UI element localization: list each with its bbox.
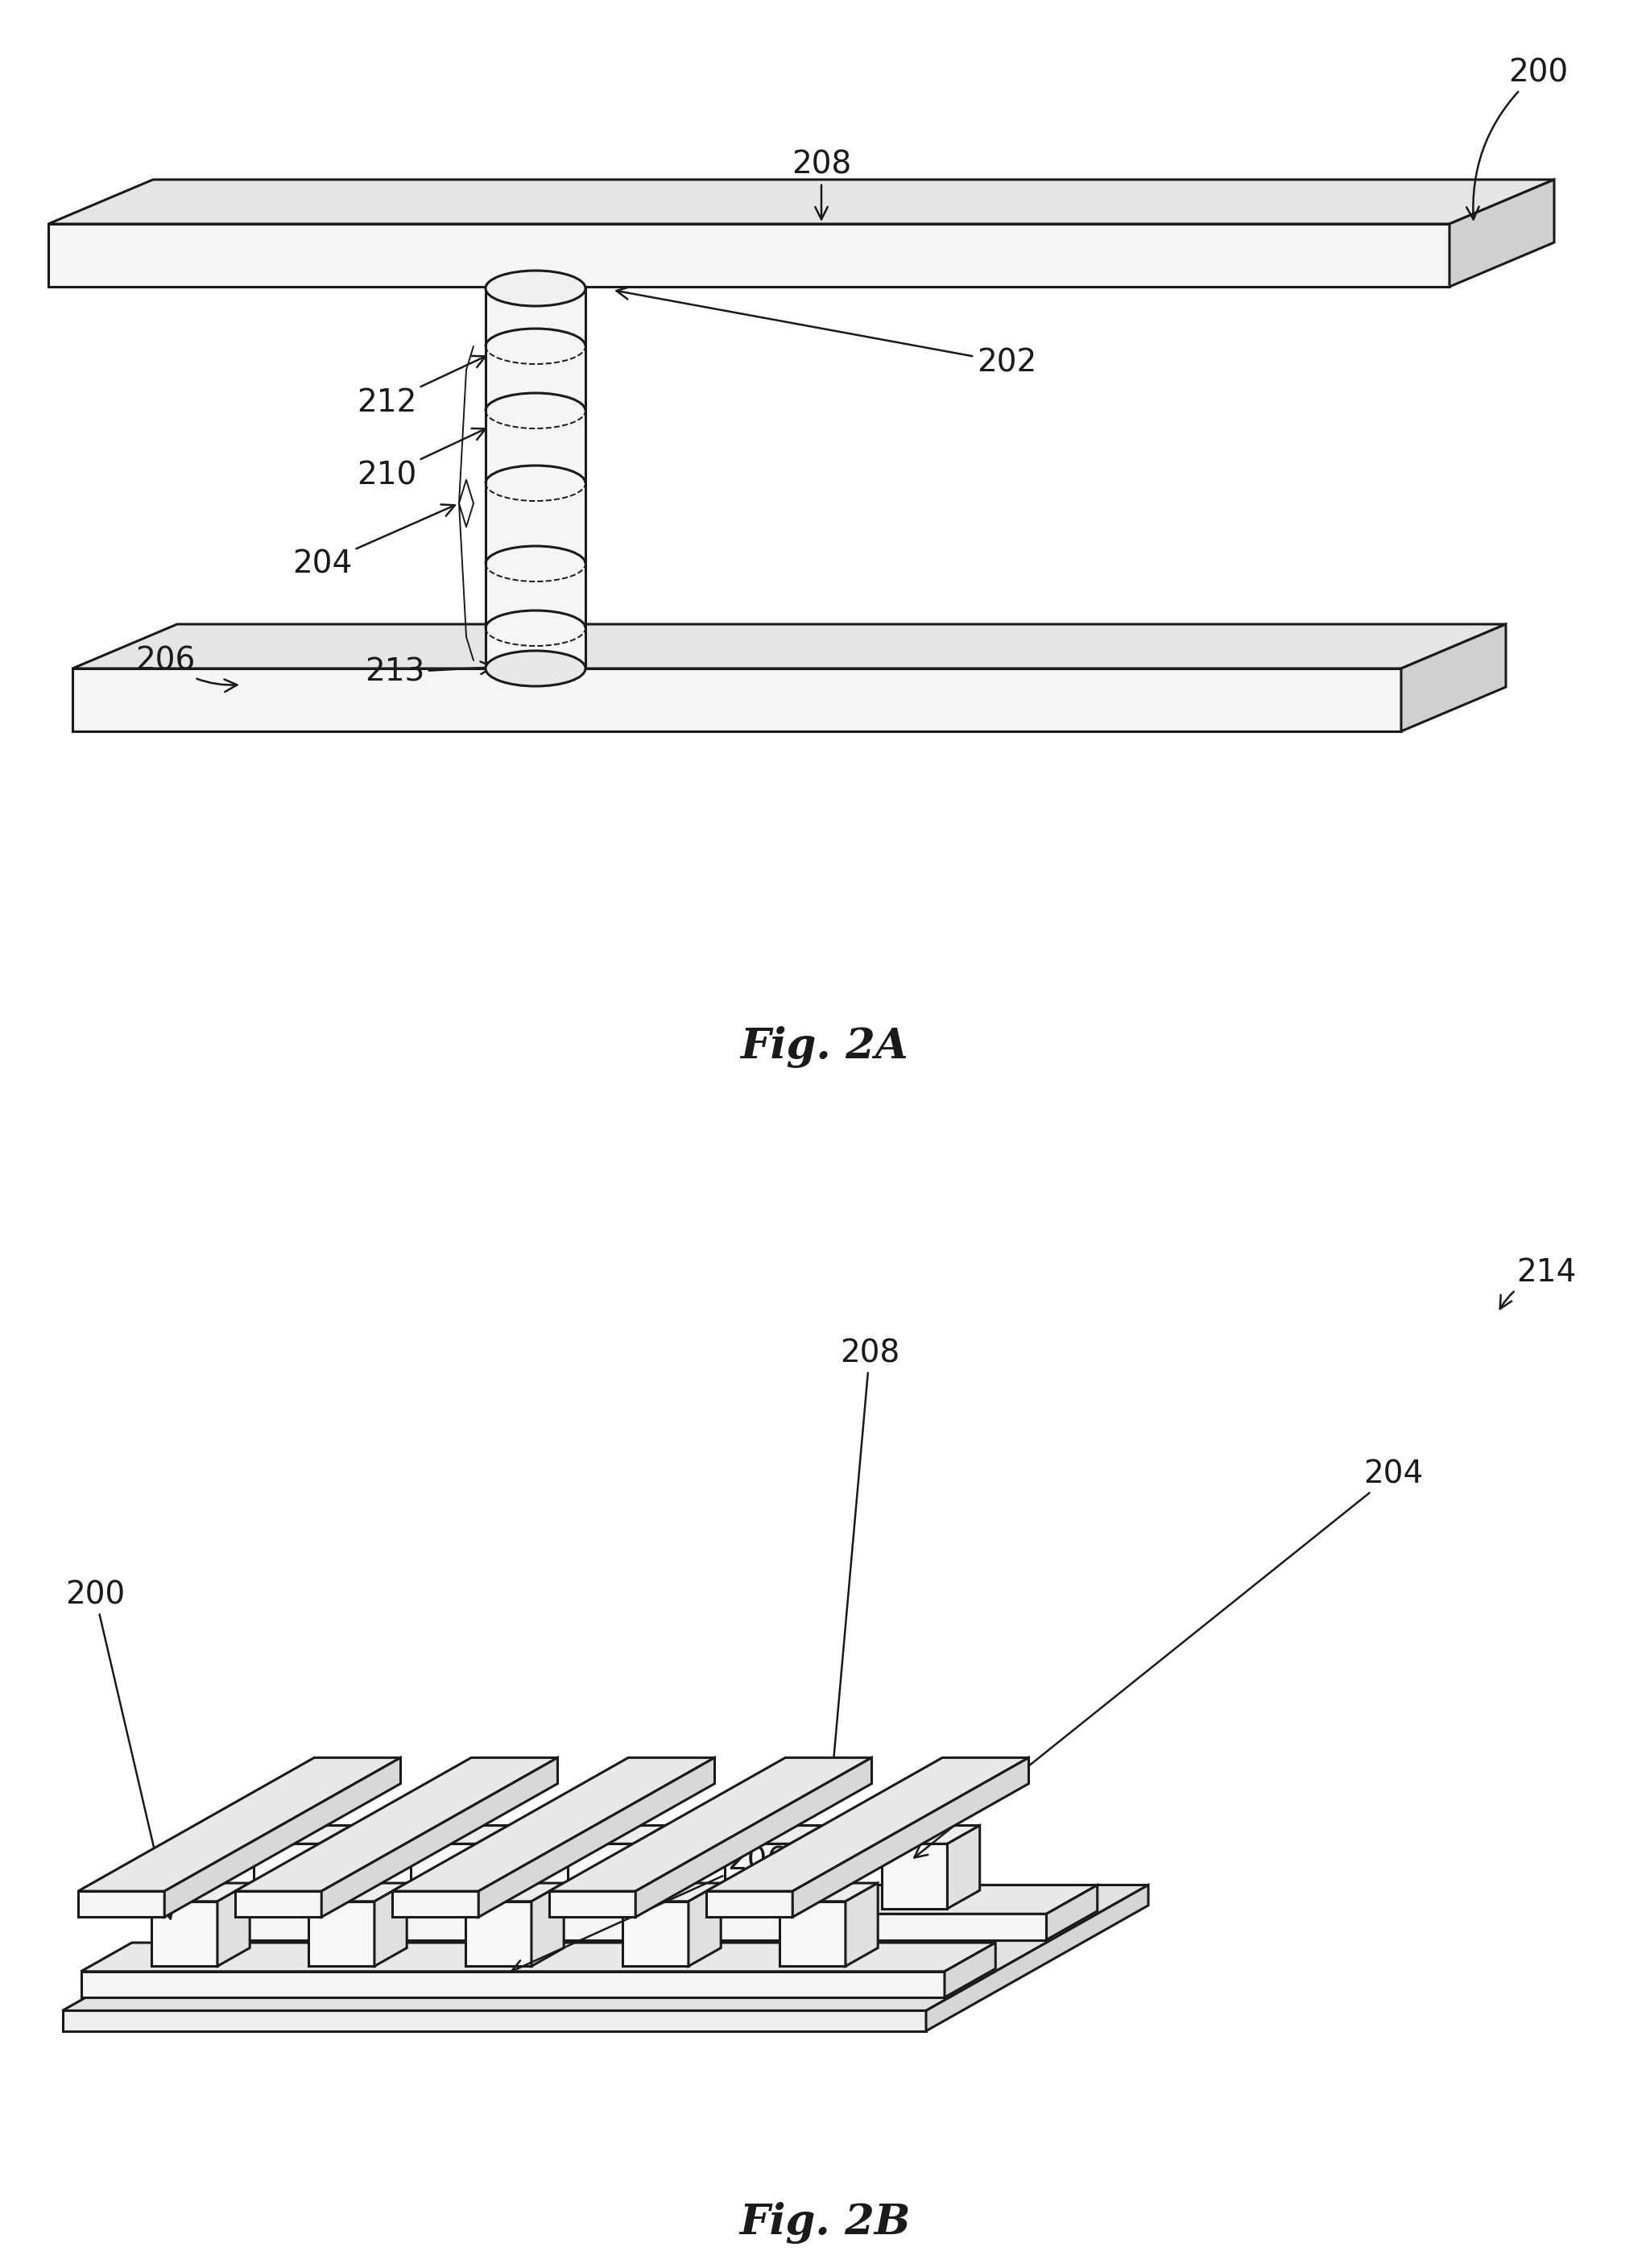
Polygon shape [926, 1885, 1148, 2032]
Polygon shape [78, 1758, 401, 1892]
Polygon shape [152, 1882, 249, 1901]
Polygon shape [152, 1901, 218, 1966]
Polygon shape [568, 1826, 665, 1844]
Text: 206: 206 [135, 644, 238, 692]
Text: 208: 208 [827, 1338, 899, 1785]
Ellipse shape [485, 270, 586, 306]
Polygon shape [63, 1885, 1148, 2012]
Polygon shape [73, 669, 1401, 730]
Polygon shape [706, 1758, 1028, 1892]
Polygon shape [881, 1844, 947, 1910]
Text: 213: 213 [365, 658, 493, 687]
Polygon shape [706, 1892, 792, 1916]
Polygon shape [309, 1901, 375, 1966]
Text: 204: 204 [292, 503, 455, 578]
Polygon shape [48, 179, 1554, 225]
Polygon shape [48, 225, 1449, 286]
Polygon shape [411, 1844, 477, 1910]
Polygon shape [485, 288, 586, 669]
Polygon shape [375, 1882, 408, 1966]
Polygon shape [218, 1882, 249, 1966]
Polygon shape [254, 1844, 318, 1910]
Polygon shape [1046, 1885, 1097, 1939]
Text: 210: 210 [356, 429, 485, 490]
Polygon shape [236, 1892, 322, 1916]
Polygon shape [81, 1944, 995, 1971]
Polygon shape [165, 1758, 401, 1916]
Polygon shape [531, 1882, 564, 1966]
Polygon shape [183, 1885, 1097, 1914]
Polygon shape [688, 1882, 721, 1966]
Polygon shape [1401, 624, 1506, 730]
Polygon shape [549, 1892, 635, 1916]
Polygon shape [465, 1901, 531, 1966]
Text: Fig. 2A: Fig. 2A [741, 1025, 909, 1068]
Polygon shape [183, 1914, 1046, 1939]
Text: 206: 206 [511, 1846, 787, 1971]
Polygon shape [947, 1826, 980, 1910]
Polygon shape [634, 1826, 665, 1910]
Polygon shape [78, 1892, 165, 1916]
Text: Fig. 2B: Fig. 2B [739, 2202, 911, 2243]
Polygon shape [477, 1826, 508, 1910]
Polygon shape [254, 1826, 351, 1844]
Polygon shape [393, 1892, 478, 1916]
Polygon shape [478, 1758, 714, 1916]
Polygon shape [944, 1944, 995, 1998]
Polygon shape [845, 1882, 878, 1966]
Polygon shape [790, 1826, 823, 1910]
Polygon shape [322, 1758, 558, 1916]
Text: 202: 202 [617, 286, 1036, 379]
Polygon shape [622, 1901, 688, 1966]
Ellipse shape [485, 651, 586, 687]
Polygon shape [568, 1844, 634, 1910]
Polygon shape [779, 1901, 845, 1966]
Polygon shape [792, 1758, 1028, 1916]
Polygon shape [724, 1826, 823, 1844]
Polygon shape [236, 1758, 558, 1892]
Polygon shape [73, 624, 1506, 669]
Polygon shape [309, 1882, 408, 1901]
Polygon shape [63, 2012, 926, 2032]
Text: 204: 204 [914, 1458, 1422, 1857]
Polygon shape [779, 1882, 878, 1901]
Text: 200: 200 [64, 1579, 173, 1919]
Polygon shape [724, 1844, 790, 1910]
Text: 208: 208 [792, 150, 851, 220]
Polygon shape [318, 1826, 351, 1910]
Polygon shape [549, 1758, 871, 1892]
Text: 212: 212 [356, 356, 485, 417]
Text: 200: 200 [1467, 57, 1567, 220]
Polygon shape [622, 1882, 721, 1901]
Polygon shape [465, 1882, 564, 1901]
Polygon shape [393, 1758, 714, 1892]
Polygon shape [81, 1971, 944, 1998]
Polygon shape [881, 1826, 980, 1844]
Polygon shape [1449, 179, 1554, 286]
Text: 214: 214 [1500, 1256, 1576, 1309]
Polygon shape [411, 1826, 508, 1844]
Polygon shape [635, 1758, 871, 1916]
